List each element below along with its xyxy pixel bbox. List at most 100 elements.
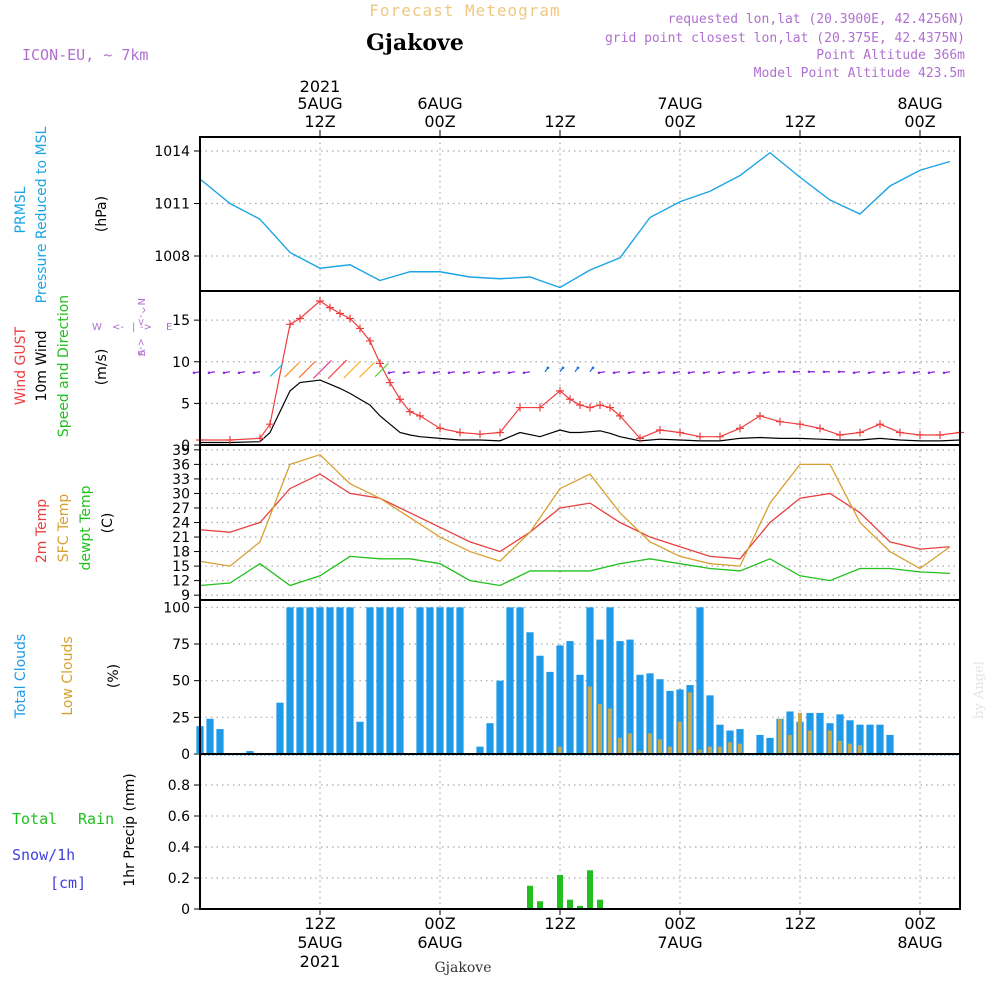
top-time-label: 12Z — [304, 112, 335, 131]
total-cloud-bar — [296, 607, 304, 754]
wind-direction-arrowhead — [627, 371, 631, 375]
total-cloud-bar — [606, 607, 614, 754]
gust-marker — [226, 436, 234, 445]
svg-text:<-: <- — [112, 322, 124, 333]
y-tick-label: 21 — [172, 530, 190, 546]
rain-bar — [567, 899, 573, 909]
y-tick-label: 0 — [181, 902, 190, 918]
temp-unit: (C) — [100, 513, 116, 534]
total-cloud-bar — [546, 671, 554, 754]
gust-marker — [656, 426, 664, 435]
low-cloud-bar — [668, 746, 672, 754]
low-cloud-bar — [618, 737, 622, 754]
y-tick-label: 39 — [172, 443, 190, 459]
wind-direction-arrowhead — [252, 371, 256, 375]
total-cloud-bar — [866, 724, 874, 754]
panel-frame — [199, 136, 961, 292]
wind-direction-arrowhead — [717, 371, 721, 375]
wind-direction-arrowhead — [576, 366, 580, 370]
wind-direction-arrowhead — [822, 370, 826, 374]
gust-marker — [296, 314, 304, 323]
gust-marker — [576, 401, 584, 410]
total-cloud-bar — [756, 734, 764, 754]
top-time-label: 12Z — [544, 112, 575, 131]
total-cloud-bar — [436, 607, 444, 754]
gust-marker — [386, 378, 394, 387]
total-cloud-bar — [476, 746, 484, 754]
total-cloud-bar — [616, 641, 624, 754]
wind-direction-arrowhead — [207, 371, 211, 375]
wind-direction-arrowhead — [597, 371, 601, 375]
model-point-altitude: Model Point Altitude 423.5m — [754, 66, 965, 81]
gust-marker — [566, 395, 574, 404]
wind-direction-arrowhead — [402, 371, 406, 375]
dewpt-label: dewpt Temp — [78, 485, 94, 570]
wind-direction-arrowhead — [762, 371, 766, 375]
direction-label: Speed and Direction — [56, 295, 72, 437]
gust-marker — [256, 434, 264, 443]
gust-marker — [436, 424, 444, 433]
wind-direction-arrowhead — [882, 371, 886, 375]
total-cloud-bar — [396, 607, 404, 754]
gust-line — [200, 300, 961, 441]
top-time-label: 00Z — [664, 112, 695, 131]
gust-marker — [836, 431, 844, 440]
low-cloud-bar — [848, 743, 852, 754]
wind-direction-arrowhead — [912, 371, 916, 375]
gust-marker — [536, 403, 544, 412]
total-cloud-bar — [736, 729, 744, 754]
gust-marker — [516, 403, 524, 412]
total-cloud-bar — [646, 673, 654, 754]
rain-bar — [537, 901, 543, 909]
wind-direction-arrowhead — [777, 370, 781, 374]
wind-direction-arrow — [284, 362, 300, 378]
bottom-location-label: Gjakove — [435, 960, 492, 976]
wind-direction-arrowhead — [702, 371, 706, 375]
gust-marker — [696, 432, 704, 441]
compass-w: W — [92, 322, 102, 333]
gust-marker — [756, 411, 764, 420]
compass-n: N — [135, 298, 146, 305]
top-time-label: 5AUG — [297, 94, 342, 113]
compass-icon: W <- | -> E N ^-> <-V S — [92, 298, 172, 356]
wind-direction-arrowhead — [462, 371, 466, 375]
gust-marker — [856, 428, 864, 437]
product-title: Forecast Meteogram — [369, 1, 560, 20]
snow-unit-label: [cm] — [50, 874, 86, 892]
total-label: Total — [12, 810, 57, 828]
svg-text:|: | — [132, 322, 135, 333]
low-cloud-bar — [708, 746, 712, 754]
wind-label: 10m Wind — [34, 330, 50, 401]
gust-marker — [636, 434, 644, 443]
rain-bar — [577, 905, 583, 909]
rain-bar — [557, 874, 563, 909]
gust-marker — [776, 417, 784, 426]
bottom-time-label: 6AUG — [417, 933, 462, 952]
wind-direction-arrowhead — [792, 370, 796, 374]
gust-marker — [596, 401, 604, 410]
gust-marker — [816, 424, 824, 433]
wind-direction-arrowhead — [837, 370, 841, 374]
wind-direction-arrowhead — [807, 370, 811, 374]
gust-marker — [716, 432, 724, 441]
bottom-time-label: 2021 — [300, 952, 341, 971]
gust-marker — [736, 424, 744, 433]
wind-direction-arrowhead — [897, 371, 901, 375]
low-cloud-bar — [688, 692, 692, 754]
wind-direction-arrowhead — [927, 371, 931, 375]
bottom-time-label: 00Z — [904, 914, 935, 933]
total-cloud-bar — [336, 607, 344, 754]
bottom-time-label: 12Z — [304, 914, 335, 933]
total-cloud-bar — [766, 737, 774, 754]
svg-text:->: -> — [140, 322, 152, 333]
wind-direction-arrowhead — [747, 371, 751, 375]
gust-marker — [896, 428, 904, 437]
gust-marker — [586, 403, 594, 412]
wind-direction-arrowhead — [237, 371, 241, 375]
total-cloud-bar — [526, 632, 534, 754]
y-tick-label: 27 — [172, 501, 190, 517]
wind-line — [200, 379, 961, 444]
wind-direction-arrowhead — [942, 371, 946, 375]
